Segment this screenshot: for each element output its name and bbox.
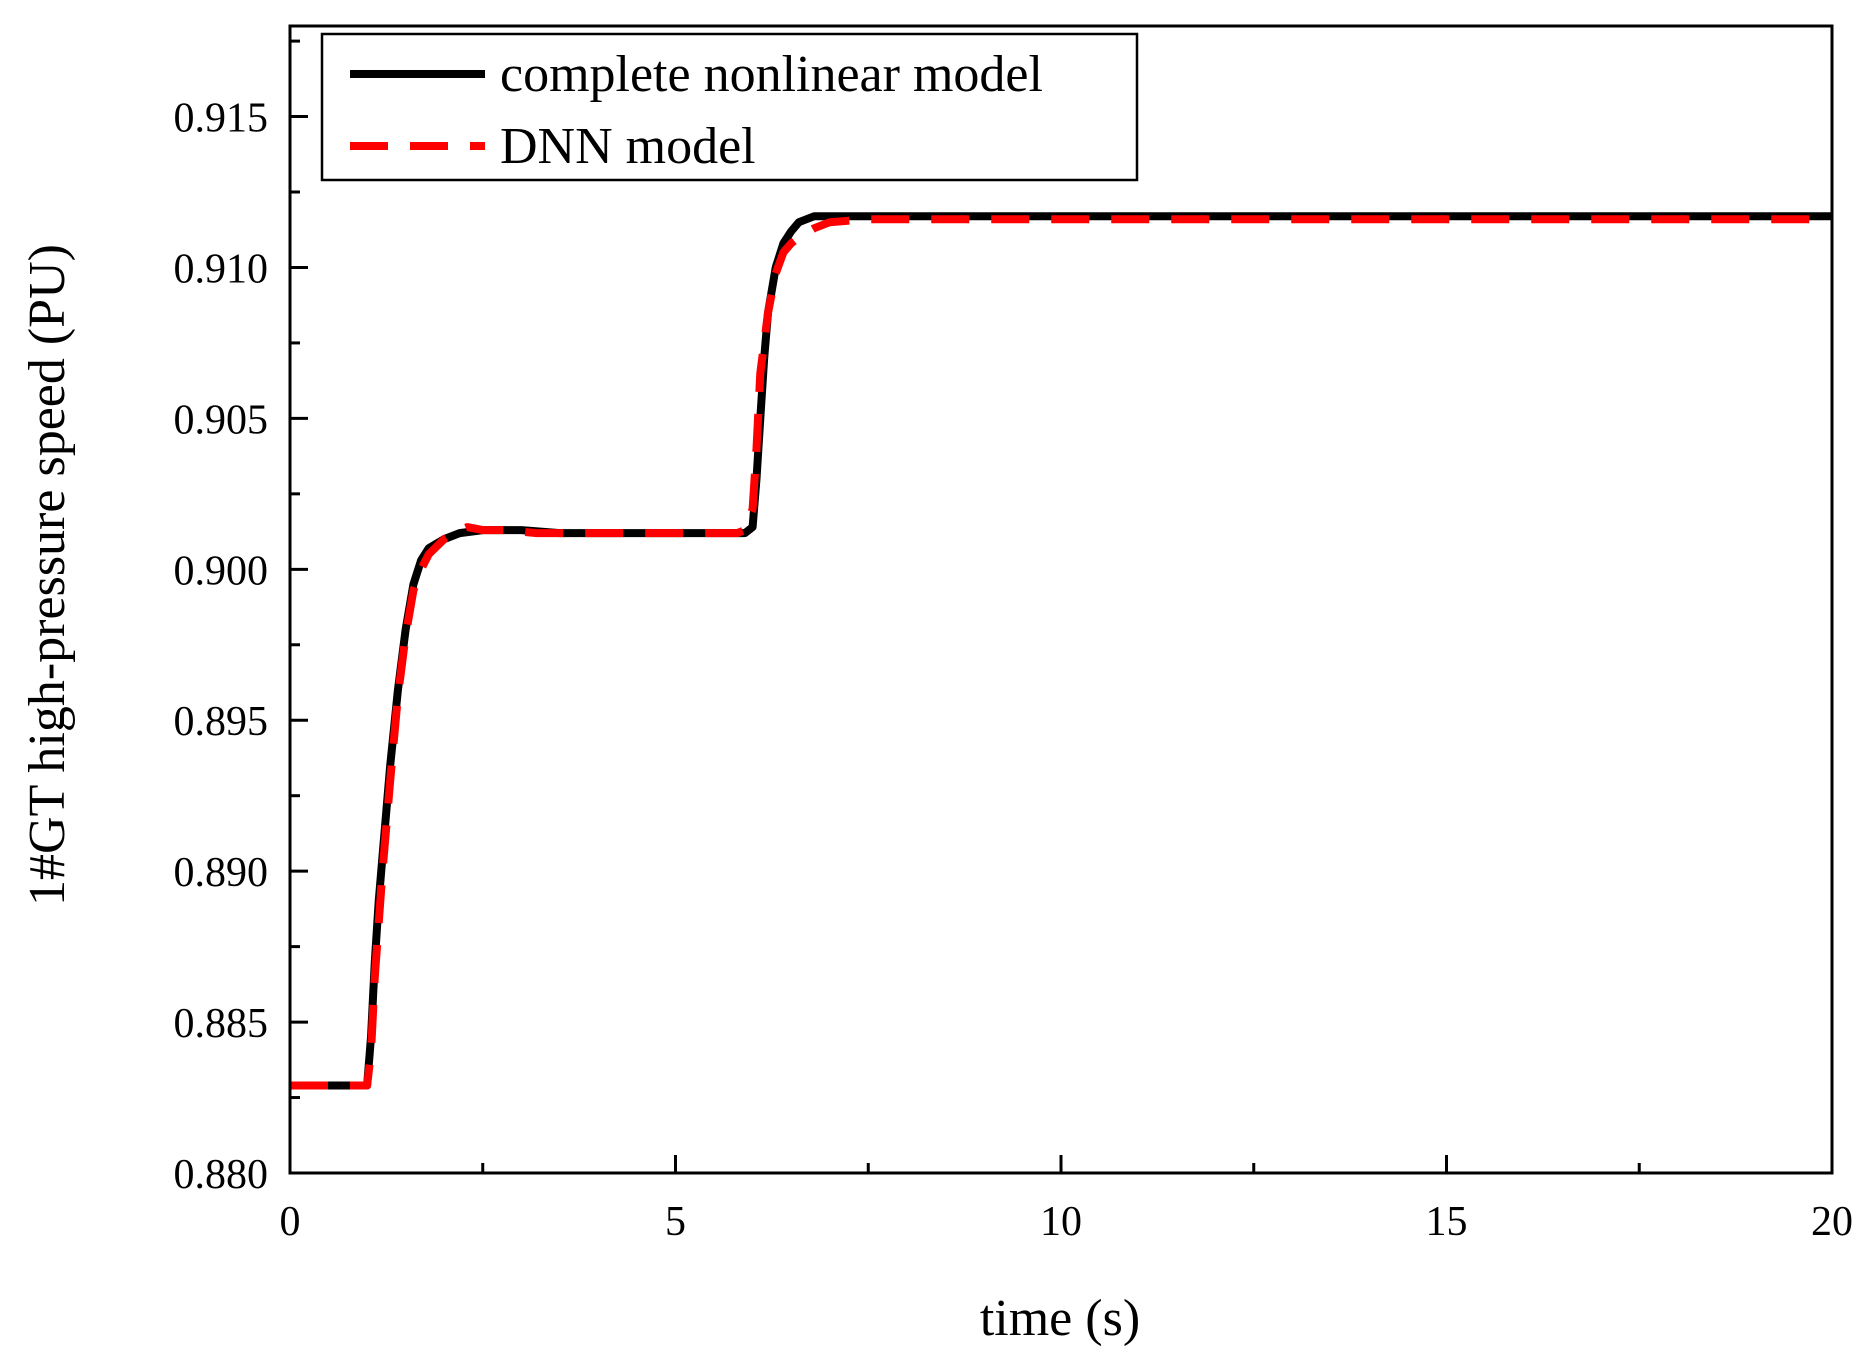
legend-label-dnn-model: DNN model (500, 118, 756, 175)
series-line-complete-nonlinear-model (290, 212, 1832, 1090)
x-tick-label: 15 (1426, 1199, 1468, 1245)
y-tick-label: 0.885 (174, 1001, 269, 1047)
x-tick-label: 0 (280, 1199, 301, 1245)
x-tick-label: 20 (1811, 1199, 1853, 1245)
x-axis-title: time (s) (980, 1290, 1140, 1347)
y-tick-label: 0.900 (174, 548, 269, 594)
series-line-dnn-model (290, 215, 1832, 1090)
y-tick-label: 0.890 (174, 850, 269, 896)
legend-box (320, 32, 1139, 182)
x-tick-label: 10 (1040, 1199, 1082, 1245)
y-tick-label: 0.910 (174, 246, 269, 292)
plot-frame (288, 24, 1834, 1175)
y-axis-title: 1#GT high-pressure speed (PU) (19, 244, 76, 906)
y-tick-label: 0.880 (174, 1152, 269, 1198)
y-tick-label: 0.895 (174, 699, 269, 745)
x-tick-label: 5 (665, 1199, 686, 1245)
legend: complete nonlinear model DNN model (320, 32, 1139, 182)
y-tick-label: 0.905 (174, 397, 269, 443)
legend-label-complete-nonlinear-model: complete nonlinear model (500, 46, 1043, 103)
y-tick-label: 0.915 (174, 96, 269, 142)
plot-area: 0 5 10 15 20 0.880 0.885 0.890 0.895 0.900 0.905 0.… (174, 24, 1853, 1245)
